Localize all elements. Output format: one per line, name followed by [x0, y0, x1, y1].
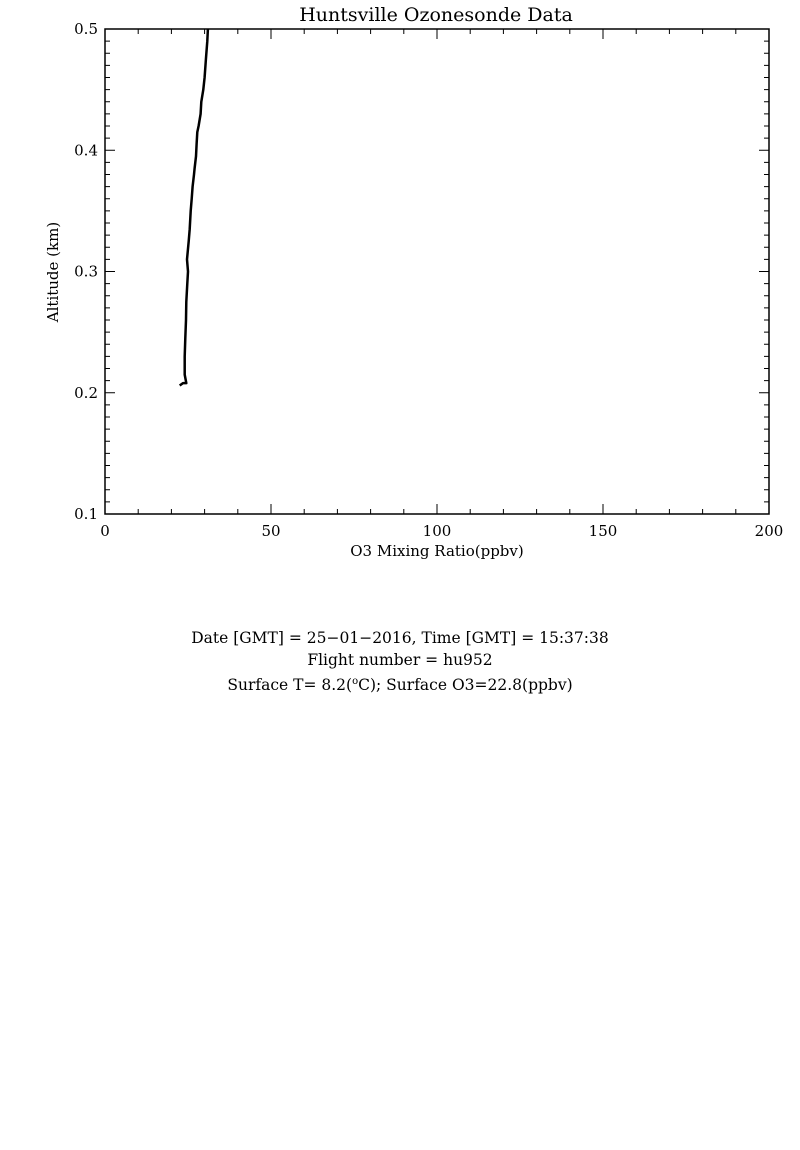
y-tick-label: 0.2: [74, 384, 98, 402]
y-tick-label: 0.4: [74, 141, 98, 159]
y-tick-label: 0.3: [74, 263, 98, 281]
x-tick-label: 50: [261, 522, 280, 540]
plot-frame: [104, 28, 770, 515]
x-tick-label: 150: [589, 522, 618, 540]
flight-info: Date [GMT] = 25−01−2016, Time [GMT] = 15…: [0, 627, 800, 696]
x-tick-label: 200: [755, 522, 784, 540]
surface-ozone-text: C); Surface O3=22.8(ppbv): [358, 676, 573, 695]
surface-temp-text: Surface T= 8.2(: [227, 676, 353, 695]
date-time-line: Date [GMT] = 25−01−2016, Time [GMT] = 15…: [191, 629, 609, 647]
axis-ticks: [104, 28, 770, 515]
y-axis-title: Altitude (km): [44, 222, 62, 323]
y-tick-labels: 0.1 0.2 0.3 0.4 0.5: [74, 20, 98, 523]
x-axis-title: O3 Mixing Ratio(ppbv): [350, 542, 523, 560]
x-tick-label: 0: [100, 522, 110, 540]
flight-number-line: Flight number = hu952: [307, 651, 493, 669]
surface-conditions-line: Surface T= 8.2(oC); Surface O3=22.8(ppbv…: [0, 671, 800, 696]
ozone-profile-line: [178, 28, 210, 387]
x-tick-labels: 0 50 100 150 200: [100, 522, 783, 540]
degree-sup: o: [352, 676, 359, 687]
x-tick-label: 100: [423, 522, 452, 540]
ozone-profile-chart: Huntsville Ozonesonde Data 0 50 100 150 200 …: [44, 4, 783, 560]
y-tick-label: 0.5: [74, 20, 98, 38]
chart-title: Huntsville Ozonesonde Data: [299, 4, 573, 26]
y-tick-label: 0.1: [74, 505, 98, 523]
